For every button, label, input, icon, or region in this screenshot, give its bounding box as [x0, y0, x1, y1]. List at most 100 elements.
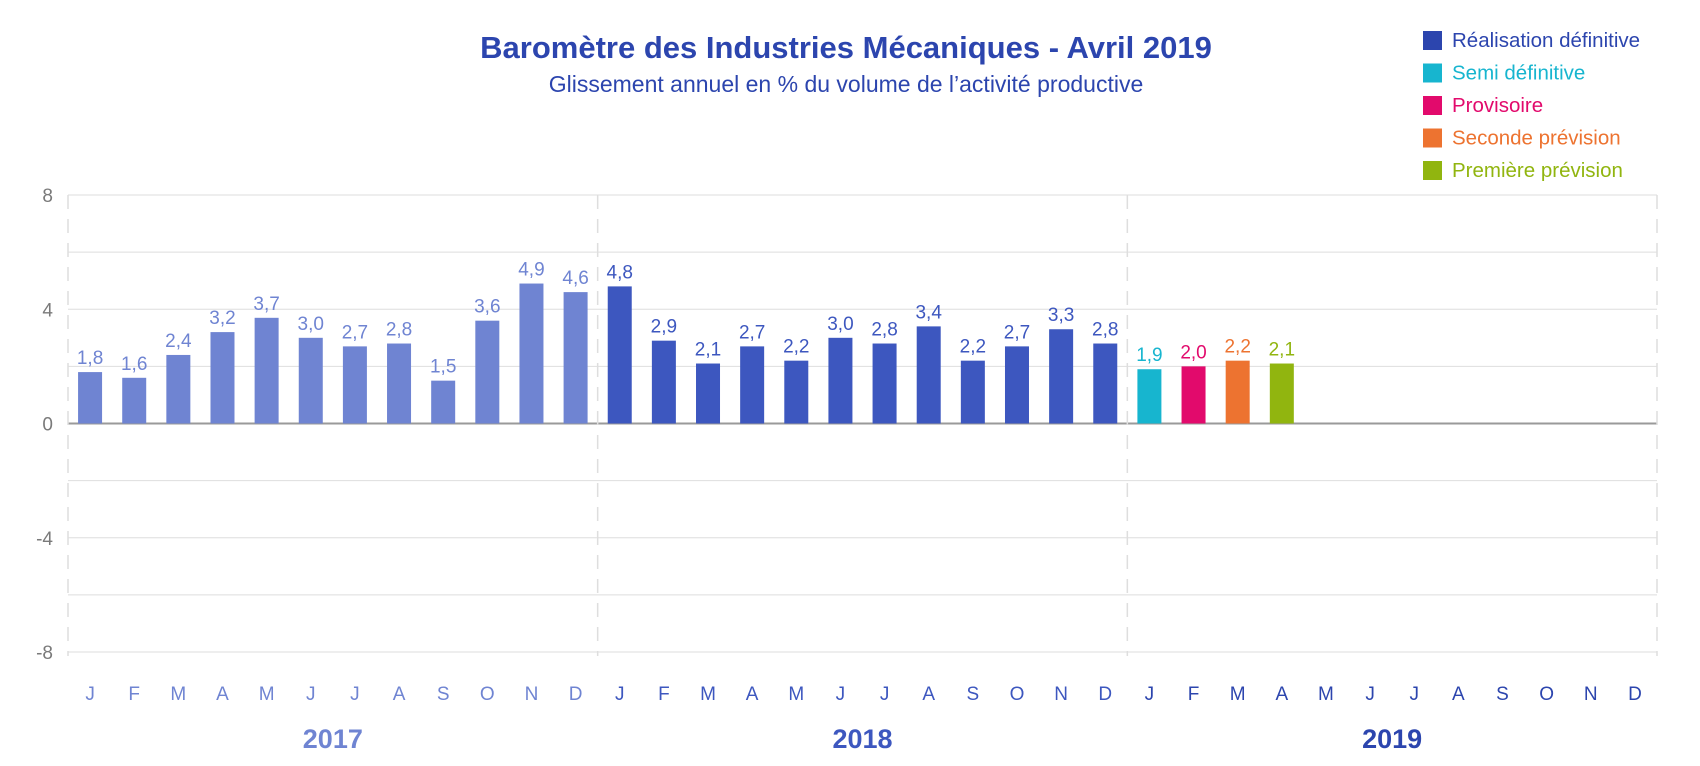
y-tick-label: 8: [42, 186, 53, 207]
month-label: O: [1010, 684, 1025, 705]
month-label: M: [788, 684, 804, 705]
month-label: A: [393, 684, 406, 705]
month-label: D: [569, 684, 583, 705]
bar: [607, 286, 632, 424]
data-label: 2,8: [1092, 320, 1118, 341]
month-label: J: [880, 684, 890, 705]
month-label: O: [480, 684, 495, 705]
grid: [67, 194, 1658, 656]
month-label: A: [216, 684, 229, 705]
bar: [122, 377, 147, 424]
y-tick-label: 4: [42, 300, 53, 321]
data-label: 2,9: [651, 317, 677, 338]
bar: [960, 360, 985, 424]
month-label: J: [306, 684, 316, 705]
chart-title: Baromètre des Industries Mécaniques - Av…: [480, 30, 1212, 65]
data-label: 2,2: [960, 337, 986, 358]
month-label: A: [746, 684, 759, 705]
month-label: J: [836, 684, 846, 705]
month-label: M: [170, 684, 186, 705]
bar: [166, 354, 191, 424]
legend-label: Première prévision: [1452, 159, 1623, 182]
data-label: 2,7: [739, 322, 765, 343]
legend-swatch: [1423, 161, 1442, 180]
bar: [872, 343, 897, 424]
month-label: F: [1188, 684, 1200, 705]
bar: [784, 360, 809, 424]
legend-label: Seconde prévision: [1452, 127, 1621, 150]
bar: [1004, 346, 1029, 424]
data-label: 2,8: [386, 320, 412, 341]
bar: [519, 283, 544, 424]
chart-subtitle: Glissement annuel en % du volume de l’ac…: [549, 71, 1144, 97]
bar: [1269, 363, 1294, 424]
month-label: N: [1584, 684, 1598, 705]
year-label: 2019: [1362, 724, 1422, 754]
y-tick-label: 0: [42, 415, 53, 436]
data-label: 2,7: [342, 322, 368, 343]
month-label: A: [1452, 684, 1465, 705]
legend-label: Semi définitive: [1452, 62, 1585, 85]
bars: [78, 283, 1294, 424]
legend-swatch: [1423, 63, 1442, 83]
legend-label: Réalisation définitive: [1452, 29, 1640, 52]
y-axis: 8 4 0 -4 -8: [36, 186, 53, 664]
data-label: 2,8: [871, 320, 897, 341]
bar: [1093, 343, 1118, 424]
month-label: J: [1409, 684, 1419, 705]
month-label: J: [1365, 684, 1375, 705]
bar: [210, 332, 235, 424]
month-label: M: [1230, 684, 1246, 705]
month-label: D: [1098, 684, 1112, 705]
bar: [342, 346, 367, 424]
data-label: 1,6: [121, 354, 147, 375]
month-label: M: [259, 684, 275, 705]
bar: [696, 363, 721, 424]
data-label: 2,2: [1224, 337, 1250, 358]
bar: [651, 340, 676, 424]
month-label: J: [350, 684, 360, 705]
bar: [431, 380, 456, 424]
month-label: S: [967, 684, 980, 705]
month-label: J: [85, 684, 95, 705]
month-label: J: [615, 684, 625, 705]
y-tick-label: -8: [36, 643, 53, 664]
bar: [254, 317, 279, 424]
data-label: 2,1: [1269, 340, 1295, 361]
data-label: 4,9: [518, 260, 544, 281]
month-label: S: [1496, 684, 1509, 705]
bar: [1181, 366, 1206, 424]
x-axis-years: 2017 2018 2019: [303, 724, 1422, 754]
data-label: 2,7: [1004, 322, 1030, 343]
bar: [828, 337, 853, 424]
month-label: J: [1145, 684, 1155, 705]
month-label: A: [922, 684, 935, 705]
data-label: 3,4: [915, 302, 942, 323]
data-label: 4,6: [562, 268, 588, 289]
bar: [563, 292, 588, 424]
bar: [387, 343, 412, 424]
month-label: M: [700, 684, 716, 705]
data-label: 3,7: [253, 294, 279, 315]
data-label: 4,8: [607, 262, 633, 283]
bar: [1137, 369, 1162, 424]
year-label: 2017: [303, 724, 363, 754]
bar: [78, 372, 103, 424]
month-label: F: [658, 684, 670, 705]
data-label: 2,1: [695, 340, 721, 361]
year-label: 2018: [832, 724, 892, 754]
data-label: 3,0: [827, 314, 853, 335]
legend-label: Provisoire: [1452, 94, 1543, 117]
data-labels: 1,8 1,6 2,4 3,2 3,7 3,0 2,7 2,8 1,5 3,6 4,9 4,6 4,8 2…: [77, 260, 1295, 378]
legend: Réalisation définitive Semi définitive Pro…: [1423, 29, 1640, 182]
bar: [916, 326, 941, 424]
y-tick-label: -4: [36, 529, 53, 550]
month-label: O: [1539, 684, 1554, 705]
legend-swatch: [1423, 31, 1442, 50]
month-label: N: [1054, 684, 1068, 705]
data-label: 3,2: [209, 308, 235, 329]
data-label: 2,0: [1180, 342, 1206, 363]
data-label: 1,9: [1136, 345, 1162, 366]
month-label: N: [525, 684, 539, 705]
